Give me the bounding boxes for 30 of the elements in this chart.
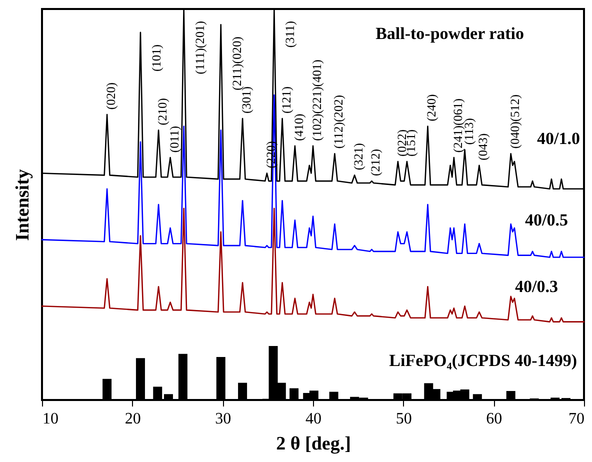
annotation: (410) — [292, 114, 306, 141]
annotation: (101) — [149, 44, 164, 72]
x-tick-label: 30 — [215, 410, 232, 428]
annotation: (211)(020) — [230, 36, 244, 90]
annotation: (210) — [156, 98, 170, 126]
series-label: 40/0.5 — [525, 210, 568, 230]
y-axis-title: Intensity — [12, 168, 34, 241]
annotation: (102)(221)(401) — [310, 60, 324, 141]
annotation: (043) — [476, 133, 490, 160]
x-tick-label: 60 — [486, 410, 502, 428]
x-tick-label: 70 — [568, 410, 584, 428]
series-label: 40/1.0 — [537, 128, 580, 148]
annotation: (311) — [283, 21, 298, 48]
annotation: (240) — [424, 94, 439, 122]
annotation: (212) — [368, 148, 383, 176]
annotation: (040)(512) — [508, 94, 522, 149]
x-tick-label: 20 — [124, 410, 141, 428]
annotation: (020) — [104, 82, 118, 110]
annotation: (111)(201) — [192, 21, 207, 74]
annotation: (121) — [279, 86, 294, 114]
series-label: 40/0.3 — [515, 276, 558, 296]
legend-title: Ball-to-powder ratio — [376, 24, 524, 43]
x-tick-label: 40 — [306, 410, 322, 428]
x-tick-label: 50 — [396, 410, 412, 428]
series-label: LiFePO₄(JCPDS 40-1499) — [389, 351, 577, 370]
annotation: (321) — [352, 143, 366, 170]
x-tick-label: 10 — [42, 410, 58, 428]
x-axis-title: 2 θ [deg.] — [276, 434, 351, 454]
annotation: (011) — [167, 126, 182, 153]
annotation: (112)(202) — [332, 94, 346, 149]
